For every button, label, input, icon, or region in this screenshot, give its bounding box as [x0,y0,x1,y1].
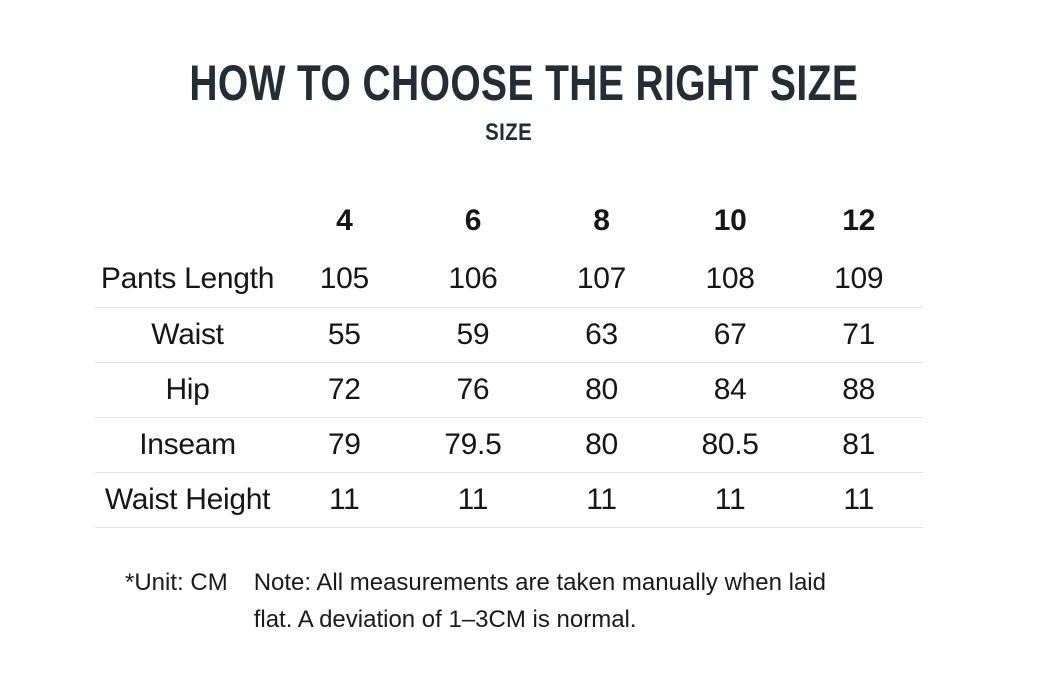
cell-value: 106 [408,252,538,308]
note-line-2: flat. A deviation of 1–3CM is normal. [253,605,637,633]
cell-value: 84 [665,362,795,418]
row-label: Waist [95,307,280,363]
cell-value: 105 [280,252,409,308]
cell-value: 55 [280,307,409,363]
size-guide-content: HOW TO CHOOSE THE RIGHT SIZE SIZE 4 6 8 … [95,58,923,638]
size-table: 4 6 8 10 12 Pants Length 105 106 107 108… [95,190,923,528]
note-text: Note: All measurements are taken manuall… [254,564,826,638]
cell-value: 79 [280,417,409,473]
cell-value: 11 [408,472,538,528]
corner-cell [95,190,280,252]
table-row-waist-height: Waist Height 11 11 11 11 11 [95,472,923,528]
table-row-waist: Waist 55 59 63 67 71 [95,307,923,363]
size-column-header-8: 8 [593,204,610,237]
cell-value: 79.5 [408,417,538,473]
note-line-1: Note: All measurements are taken manuall… [253,568,826,596]
table-row-inseam: Inseam 79 79.5 80 80.5 81 [95,417,923,473]
page-title: HOW TO CHOOSE THE RIGHT SIZE [95,58,923,108]
row-label: Pants Length [95,252,280,308]
size-column-header-6: 6 [464,204,482,237]
cell-value: 81 [794,417,923,473]
table-row-hip: Hip 72 76 80 84 88 [95,362,923,418]
cell-value: 11 [280,472,409,528]
size-subtitle-text: SIZE [485,119,533,146]
row-label: Waist Height [95,472,280,528]
cell-value: 80 [537,417,666,473]
cell-value: 76 [408,362,538,418]
size-column-header-12: 12 [842,204,876,237]
cell-value: 72 [280,362,409,418]
size-table-head: 4 6 8 10 12 [95,190,923,252]
cell-value: 11 [665,472,795,528]
cell-value: 11 [537,472,666,528]
cell-value: 108 [665,252,795,308]
size-header-row: 4 6 8 10 12 [95,190,923,252]
cell-value: 67 [665,307,795,363]
cell-value: 107 [537,252,666,308]
size-table-body: Pants Length 105 106 107 108 109 Waist 5… [95,252,923,528]
unit-label: *Unit: CM [125,568,228,596]
cell-value: 63 [537,307,666,363]
table-row-pants-length: Pants Length 105 106 107 108 109 [95,252,923,308]
page-title-text: HOW TO CHOOSE THE RIGHT SIZE [189,55,859,111]
cell-value: 59 [408,307,538,363]
cell-value: 11 [794,472,923,528]
cell-value: 88 [794,362,923,418]
cell-value: 80.5 [665,417,795,473]
row-label: Inseam [95,417,280,473]
size-column-header-4: 4 [336,204,353,237]
cell-value: 109 [794,252,923,308]
size-subtitle: SIZE [95,120,923,146]
row-label: Hip [95,362,280,418]
footnote: *Unit: CM Note: All measurements are tak… [95,564,923,638]
cell-value: 71 [794,307,923,363]
size-column-header-10: 10 [713,204,747,237]
cell-value: 80 [537,362,666,418]
